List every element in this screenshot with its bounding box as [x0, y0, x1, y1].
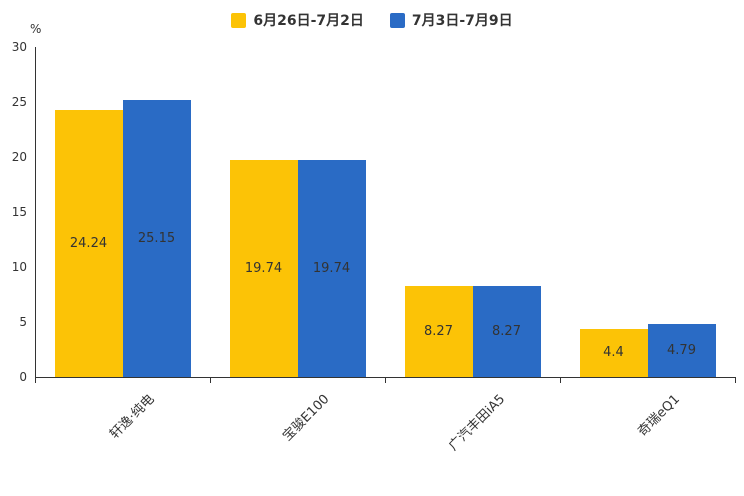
- legend-swatch-blue-icon: [389, 12, 405, 28]
- bar-value-label: 8.27: [492, 324, 521, 339]
- bar-value-label: 8.27: [424, 324, 453, 339]
- bar-value-label: 24.24: [69, 236, 108, 252]
- x-axis-tick-icon: [210, 377, 211, 383]
- category-label-4: 奇瑞eQ1: [635, 391, 683, 440]
- y-axis-tick-label: 0: [19, 370, 27, 384]
- legend-swatch-yellow-icon: [231, 12, 247, 28]
- bar-value-label: 19.74: [244, 260, 283, 276]
- x-axis-tick-icon: [385, 377, 386, 383]
- x-axis-tick-icon: [35, 377, 36, 383]
- legend-label-period-1: 6月26日-7月2日: [253, 13, 364, 29]
- y-axis-tick-label: 10: [11, 260, 27, 274]
- chart-legend: 6月26日-7月2日 7月3日-7月9日: [0, 10, 744, 30]
- y-axis-tick-label: 30: [11, 40, 27, 54]
- legend-label-period-2: 7月3日-7月9日: [411, 13, 513, 29]
- bar-s1-c2: 19.74: [229, 159, 298, 377]
- category-label-1: 轩逸·纯电: [107, 391, 158, 443]
- bar-s1-c1: 24.24: [54, 110, 123, 377]
- bar-value-label: 19.74: [312, 260, 351, 276]
- x-axis-tick-icon: [735, 377, 736, 383]
- bar-value-label: 4.79: [667, 343, 696, 359]
- bar-s1-c3: 8.27: [404, 286, 473, 377]
- bar-s2-c4: 4.79: [647, 324, 716, 377]
- y-axis-line: [35, 47, 36, 377]
- bar-value-label: 25.15: [137, 231, 176, 247]
- y-axis-tick-label: 25: [11, 95, 27, 109]
- legend-item-period-2[interactable]: 7月3日-7月9日: [389, 10, 513, 30]
- bar-s1-c4: 4.4: [579, 328, 648, 377]
- bar-s2-c3: 8.27: [472, 286, 541, 377]
- category-label-3: 广汽丰田iA5: [445, 391, 508, 454]
- y-axis-tick-label: 20: [11, 150, 27, 164]
- y-axis-tick-label: 5: [19, 315, 27, 329]
- bar-s2-c2: 19.74: [297, 159, 366, 377]
- x-axis-tick-icon: [560, 377, 561, 383]
- legend-item-period-1[interactable]: 6月26日-7月2日: [231, 10, 364, 30]
- category-label-2: 宝骏E100: [280, 391, 333, 445]
- y-axis-tick-label: 15: [11, 205, 27, 219]
- bar-value-label: 4.4: [603, 345, 624, 361]
- bar-s2-c1: 25.15: [122, 100, 191, 377]
- y-axis-unit-label: %: [30, 22, 42, 36]
